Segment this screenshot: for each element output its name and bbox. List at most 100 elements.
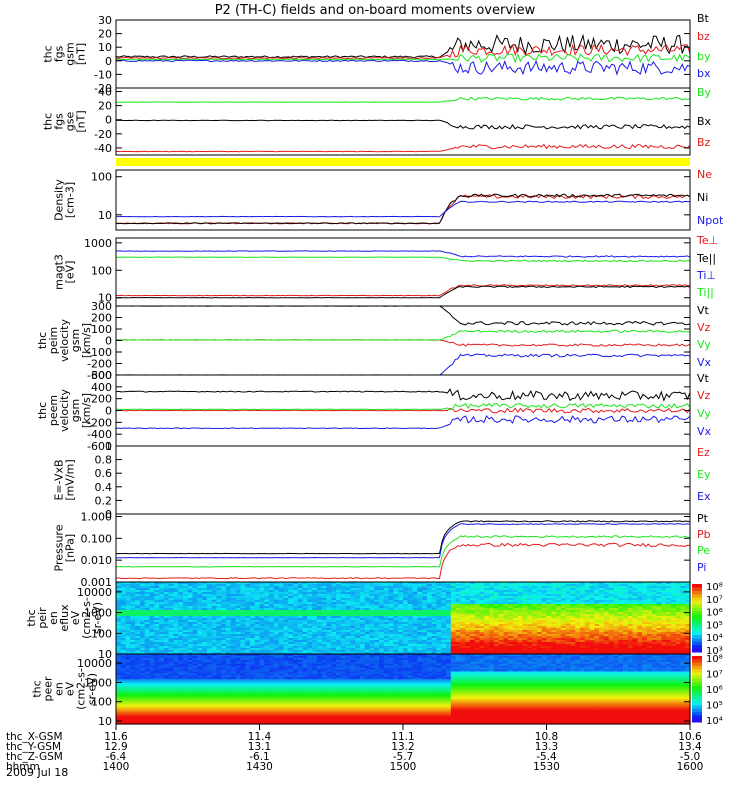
y-axis-label: thc [25, 609, 38, 626]
spectrogram-cells [116, 654, 691, 725]
series-line-Vz [115, 339, 691, 347]
colorbar-label: 10⁸ [706, 654, 723, 665]
y-axis-label: (cm2-s- [75, 668, 88, 710]
y-axis-label: [cm-3] [64, 182, 77, 218]
y-tick-label: 1000 [84, 607, 112, 620]
y-tick-label: 10000 [77, 586, 112, 599]
y-tick-label: -20 [94, 82, 112, 95]
y-tick-label: 10 [98, 292, 112, 305]
y-tick-label: 100 [91, 323, 112, 336]
colorbar-label: 10⁷ [706, 670, 723, 681]
y-tick-label: 100 [91, 264, 112, 277]
colorbar-label: 10⁶ [706, 608, 723, 619]
series-line-bx [115, 59, 691, 76]
series-line-Npot [115, 200, 691, 218]
y-axis-label: [km/s] [80, 323, 93, 358]
y-tick-label: 0.6 [95, 467, 113, 480]
y-axis-label: fgs [53, 45, 66, 62]
y-tick-label: 100 [91, 696, 112, 709]
y-tick-label: 20 [98, 100, 112, 113]
y-tick-label: 600 [91, 369, 112, 382]
x-tick-value: -5.0 [680, 751, 701, 763]
legend-entry: Ez [697, 446, 710, 459]
y-tick-label: 400 [91, 381, 112, 394]
y-axis-label: [eV] [64, 261, 77, 284]
legend-entry: Vz [697, 389, 711, 402]
y-axis-label: [mV/m] [64, 459, 77, 500]
colorbar: 10⁸ 10⁷ 10⁶ 10⁵ 10⁴ [692, 654, 723, 727]
legend-entry: Ti|| [696, 286, 714, 299]
y-tick-label: 10 [98, 715, 112, 728]
x-tick-value: 11.6 [104, 731, 128, 743]
y-tick-label: -200 [87, 416, 112, 429]
y-tick-label: 0 [105, 114, 112, 127]
colorbar-label: 10⁵ [706, 620, 723, 631]
x-row-label: thc_Y-GSM [6, 741, 61, 753]
panel-density: 100 10 Density[cm-3] Ne Ni Npot [53, 168, 724, 231]
y-tick-label: 10 [98, 648, 112, 661]
y-tick-label: 300 [91, 300, 112, 313]
x-tick-value: 1400 [103, 761, 130, 773]
y-axis-label: en [53, 682, 66, 696]
panel-efield: 10.80.60.40.20 E=-VxB[mV/m] Ez Ey Ex [53, 440, 711, 521]
y-tick-label: 0.010 [81, 554, 113, 567]
y-axis-label: thc [36, 332, 49, 349]
y-axis-label: peer [42, 676, 55, 702]
series-line-Ni [116, 193, 691, 225]
y-axis-label: [nPa] [64, 534, 77, 562]
series-line-Bx [115, 119, 691, 130]
y-axis-label: eV [64, 681, 77, 696]
legend-entry: Bx [697, 115, 712, 128]
y-axis-label: Density [53, 179, 66, 221]
spectrogram-cells [116, 582, 691, 655]
y-tick-label: -20 [94, 128, 112, 141]
y-axis-label: thc [42, 113, 55, 130]
legend-entry: Ne [697, 168, 712, 181]
y-tick-label: 20 [98, 28, 112, 41]
data-gap-bar [116, 158, 690, 166]
y-tick-label: 0 [105, 335, 112, 348]
panel-peer-en-eflux: 10⁸ 10⁷ 10⁶ 10⁵ 10⁴ 10000 1000 100 10 thcpeereneV… [31, 653, 723, 728]
y-axis-label: thc [31, 680, 44, 697]
panels: 3020100-10-20thcfgsgsm[nT]Btbzbybx40200-… [25, 12, 724, 728]
y-tick-label: -400 [87, 428, 112, 441]
legend-entry: Pe [697, 544, 710, 557]
y-tick-label: -300 [87, 369, 112, 382]
x-tick-value: 12.9 [104, 741, 127, 753]
y-tick-label: 1 [105, 440, 112, 453]
y-axis-label: sr-eV) [86, 673, 99, 705]
series-line-Vt [115, 388, 691, 402]
y-axis-label: [nT] [75, 43, 88, 65]
legend-entry: By [697, 86, 712, 99]
y-tick-label: -100 [87, 346, 112, 359]
legend-entry: Pt [697, 512, 709, 525]
colorbar-label: 10⁴ [706, 633, 723, 644]
y-tick-label: -10 [94, 68, 112, 81]
y-axis-label: peem [47, 395, 60, 426]
legend-entry: Te⊥ [696, 234, 718, 247]
colorbar-label: 10⁶ [706, 685, 723, 696]
y-tick-label: 100 [91, 171, 112, 184]
series-line-Bt [115, 33, 691, 59]
y-tick-label: 40 [98, 86, 112, 99]
y-axis-label: peim [47, 327, 60, 355]
series-line-Ti⊥ [116, 250, 691, 258]
panel-peir-en-eflux: 10⁸10⁷10⁶10⁵10⁴10³10000100010010thcpeire… [25, 581, 723, 661]
y-axis-label: eV [69, 610, 82, 625]
x-tick-value: 13.2 [391, 741, 414, 753]
plot-title: P2 (TH-C) fields and on-board moments ov… [215, 3, 536, 18]
y-axis-label: sr-eV) [91, 602, 104, 634]
series-line-Pi [115, 523, 691, 559]
x-tick-value: 10.6 [678, 731, 702, 743]
y-tick-label: 30 [98, 14, 112, 27]
x-tick-value: 1430 [246, 761, 273, 773]
y-tick-label: 100 [91, 627, 112, 640]
x-row-label: hhmm [6, 761, 40, 773]
x-tick-value: 13.3 [535, 741, 558, 753]
x-tick-value: 11.1 [391, 731, 414, 743]
legend-entry: Vx [697, 356, 712, 369]
x-tick-value: 10.8 [535, 731, 558, 743]
